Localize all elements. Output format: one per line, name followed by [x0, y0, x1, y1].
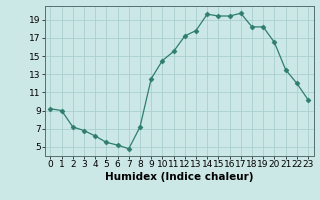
X-axis label: Humidex (Indice chaleur): Humidex (Indice chaleur)	[105, 172, 253, 182]
